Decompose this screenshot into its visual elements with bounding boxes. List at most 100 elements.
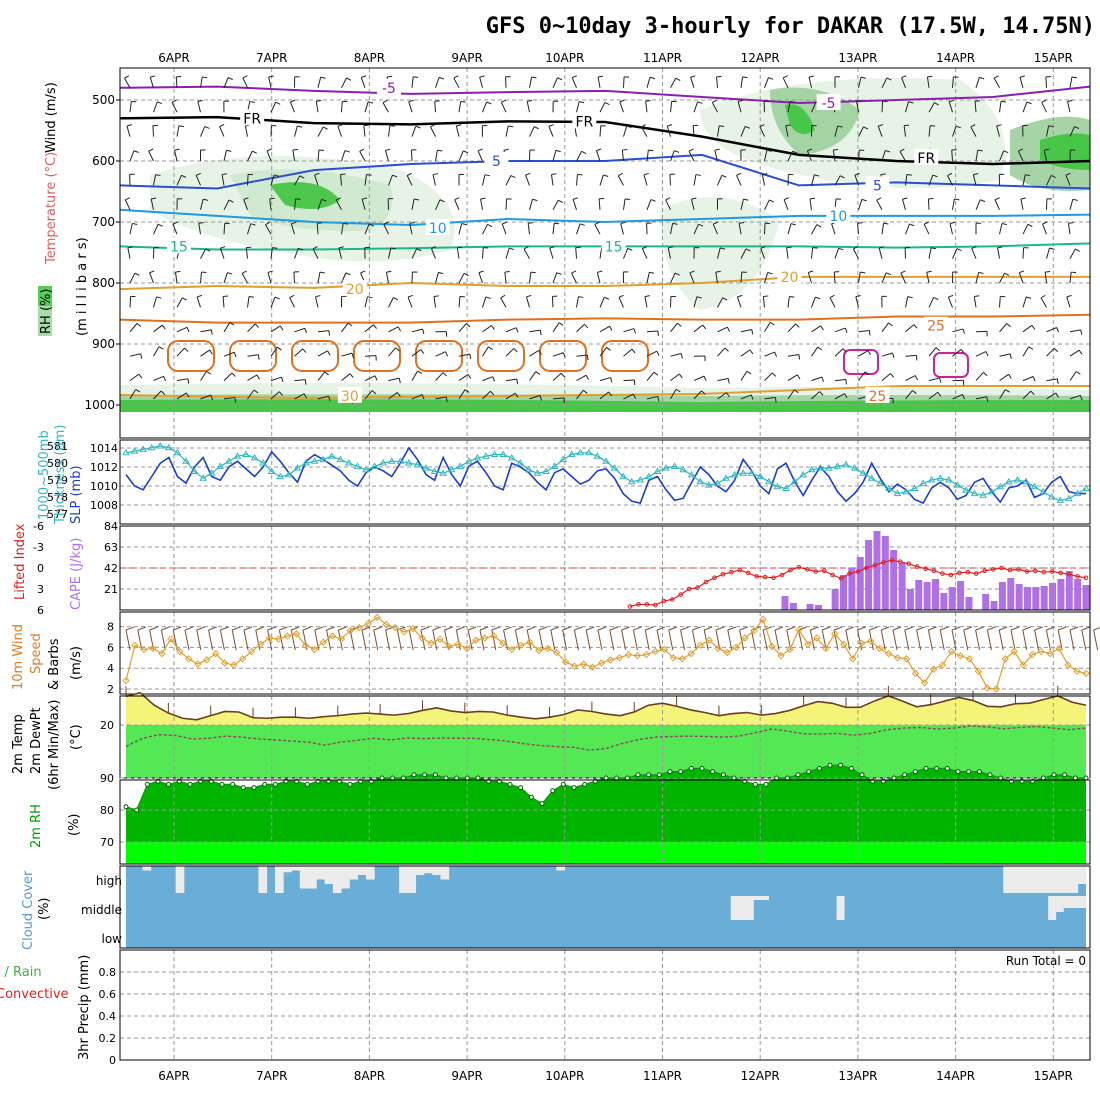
wind-barb-flag — [530, 271, 536, 274]
wind-barb — [999, 272, 1005, 284]
wind-barb — [905, 354, 917, 357]
wind-barb-flag — [790, 100, 796, 103]
wind10m-barb-flag — [468, 626, 477, 631]
y-tick-label: 800 — [92, 276, 115, 290]
wind-barb-flag — [516, 378, 519, 385]
thickness-marker — [833, 462, 842, 469]
wind-barb-flag — [210, 329, 213, 335]
wind10m-barb — [668, 629, 674, 651]
wind-barb — [314, 174, 319, 186]
wind-barb — [905, 174, 908, 186]
wind-barb-flag — [228, 199, 234, 203]
wind10m-barb — [963, 629, 969, 651]
wind10m-barb-flag — [774, 626, 784, 631]
rh-axis-label: RH (%) — [39, 289, 54, 334]
wind-barb — [176, 297, 183, 308]
wind10m-barb — [739, 629, 745, 651]
cape-bar — [948, 587, 956, 610]
wind10m-barb-flag — [232, 626, 241, 631]
lifted-index-marker — [1075, 574, 1080, 579]
thickness-marker — [567, 450, 576, 457]
wind-barb-flag — [792, 150, 798, 154]
wind-barb-flag — [374, 375, 378, 381]
wind-barb — [552, 397, 565, 400]
top-date-label: 14APR — [936, 51, 975, 65]
wind-barb-flag — [703, 375, 707, 381]
wind-barb — [736, 296, 742, 308]
wind-barb-flag — [556, 272, 562, 275]
wind10m-barb — [597, 629, 603, 651]
thickness-marker — [687, 470, 696, 478]
wind-barb-flag — [900, 270, 906, 274]
wind-barb — [172, 223, 178, 235]
wind10m-marker — [849, 655, 857, 663]
wind-barb-flag — [396, 392, 401, 397]
wind-barb — [620, 223, 624, 235]
rh2m-marker — [475, 775, 481, 781]
contour-label-bg — [777, 267, 802, 284]
wind-barb — [646, 395, 658, 400]
wind10m-marker — [777, 652, 785, 660]
wind-barb-flag — [597, 270, 603, 273]
wind-barb — [665, 199, 671, 211]
thickness-marker — [739, 469, 748, 476]
wind-barb-flag — [256, 374, 260, 380]
wind10m-barb — [857, 629, 863, 651]
wind-barb-flag — [1001, 222, 1007, 226]
wind-barb — [317, 126, 324, 137]
wind-barb-flag — [1048, 125, 1054, 128]
wind-barb — [454, 199, 460, 210]
wind-barb — [1046, 175, 1052, 186]
contour-label: 30 — [341, 389, 359, 405]
wind-barb-flag — [985, 351, 989, 357]
wind-barb — [999, 389, 1006, 400]
wind-barb-flag — [1053, 347, 1059, 353]
wind-barb-flag — [745, 248, 751, 252]
wind-barb-flag — [362, 197, 368, 200]
wind10m-marker — [741, 634, 749, 642]
wind-barb-flag — [508, 125, 514, 128]
wind-barb-flag — [510, 175, 516, 179]
wind-barb — [740, 394, 752, 400]
wind-barb — [621, 150, 624, 162]
wind-barb-flag — [289, 294, 295, 298]
wind10m-barb-flag — [456, 626, 465, 631]
rh2m-marker — [1040, 775, 1046, 781]
wind-barb-flag — [899, 148, 905, 152]
wind10m-barb — [868, 629, 874, 651]
wind10m-barb — [491, 629, 497, 651]
lifted-index-marker — [821, 568, 827, 574]
wind10m-barb — [137, 629, 143, 651]
wind-barb-flag — [790, 223, 796, 226]
high-cloud-gap — [142, 866, 152, 871]
wind-barb-flag — [585, 375, 589, 380]
wind-barb-flag — [461, 223, 467, 226]
wind-barb — [670, 322, 678, 333]
rh2m-marker — [230, 781, 236, 787]
wind-barb-flag — [746, 370, 752, 375]
rh-legend-swatch-light — [38, 306, 52, 336]
rh2m-marker — [987, 772, 993, 778]
wind-barb-flag — [368, 223, 374, 227]
cape-bar — [1049, 583, 1057, 610]
wind-barb-flag — [231, 372, 236, 377]
thickness-marker — [507, 453, 516, 461]
contour-label-bg — [816, 94, 841, 111]
wind-barb — [265, 224, 272, 235]
middle-cloud-gap — [1048, 896, 1057, 920]
wind-barb — [341, 272, 347, 284]
thickness-marker — [627, 477, 636, 485]
wind-barb — [223, 372, 233, 381]
wind10m-marker — [929, 665, 938, 673]
lifted-index-marker — [754, 574, 759, 579]
wind-barb-flag — [935, 347, 941, 352]
wind-barb — [858, 371, 866, 381]
wind-barb-flag — [807, 148, 813, 152]
wind-barb-flag — [798, 354, 801, 360]
high-cloud-gap — [399, 866, 408, 893]
cape-tick-label: 84 — [104, 520, 118, 533]
wind10m-marker — [1010, 647, 1018, 656]
wind-barb — [482, 346, 489, 357]
